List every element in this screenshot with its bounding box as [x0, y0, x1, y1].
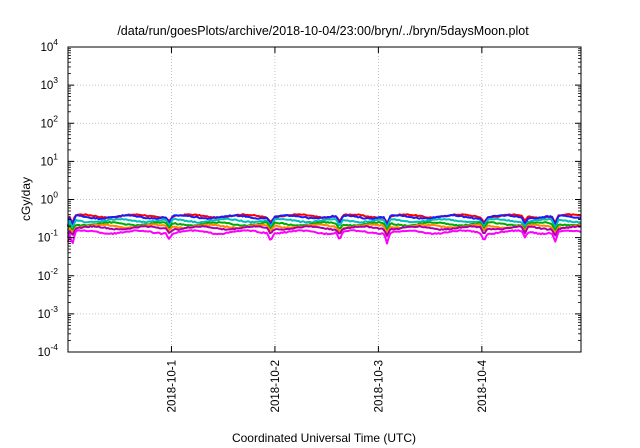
x-axis-label: Coordinated Universal Time (UTC)	[232, 431, 416, 445]
grid-lines	[68, 47, 581, 352]
series-line	[67, 229, 582, 245]
x-tick-label: 2018-10-3	[373, 360, 385, 412]
y-axis: 10-4 10-3 10-2 10-1 100 101 102 103 104	[38, 37, 581, 359]
series-line	[67, 223, 582, 237]
x-axis: 2018-10-1 2018-10-2 2018-10-3 2018-10-4	[166, 47, 489, 412]
series-line	[67, 220, 582, 234]
chart-title: /data/run/goesPlots/archive/2018-10-04/2…	[117, 24, 529, 38]
y-tick-label: 101	[40, 151, 58, 168]
plot-frame	[67, 46, 582, 353]
y-tick-label: 103	[40, 75, 58, 92]
y-tick-label: 10-4	[38, 342, 59, 359]
y-tick-label: 102	[40, 113, 58, 130]
y-tick-label: 104	[40, 37, 58, 54]
series-line	[67, 217, 582, 231]
y-tick-label: 10-3	[38, 304, 59, 321]
series-group	[67, 213, 582, 245]
y-tick-label: 10-1	[38, 228, 59, 245]
series-line	[67, 214, 582, 228]
x-tick-label: 2018-10-1	[166, 360, 178, 412]
y-tick-label: 100	[40, 190, 58, 207]
x-tick-label: 2018-10-2	[270, 360, 282, 412]
x-tick-label: 2018-10-4	[477, 359, 489, 412]
series-line	[67, 225, 582, 239]
y-tick-label: 10-2	[38, 266, 59, 283]
y-axis-label: cGy/day	[19, 177, 33, 221]
